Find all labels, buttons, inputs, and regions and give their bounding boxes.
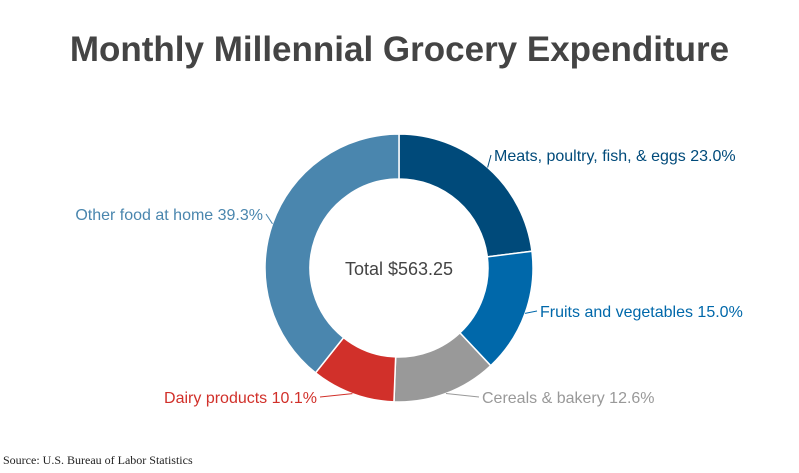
leader-line	[445, 393, 480, 398]
leader-line	[265, 213, 273, 225]
chart-title: Monthly Millennial Grocery Expenditure	[69, 30, 730, 69]
source-note: Source: U.S. Bureau of Labor Statistics	[3, 453, 193, 467]
leader-line	[524, 310, 538, 314]
leader-line	[487, 154, 492, 168]
leader-line	[319, 393, 353, 398]
donut-slice	[264, 133, 400, 374]
slice-label: Dairy products 10.1%	[164, 390, 317, 407]
center-total-label: Total $563.25	[345, 259, 453, 279]
slice-label: Meats, poultry, fish, & eggs 23.0%	[494, 148, 736, 165]
slice-label: Fruits and vegetables 15.0%	[540, 304, 743, 321]
slice-label: Other food at home 39.3%	[75, 207, 263, 224]
slice-label: Cereals & bakery 12.6%	[482, 390, 655, 407]
